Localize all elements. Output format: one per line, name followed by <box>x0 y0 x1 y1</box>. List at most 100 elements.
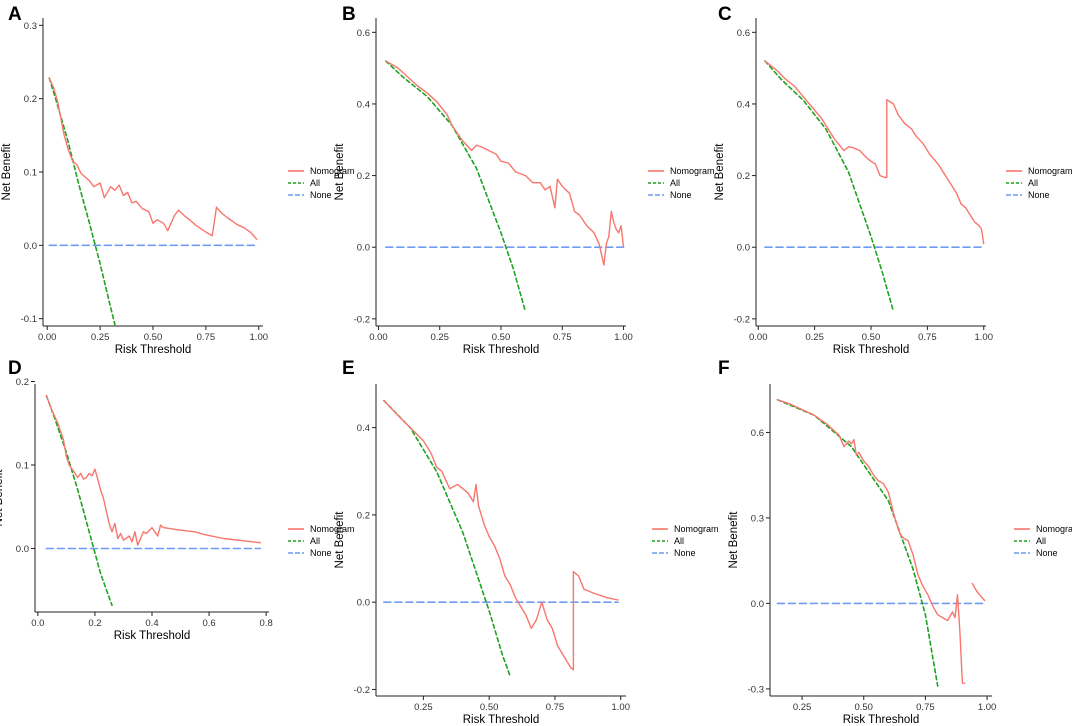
y-axis-title: Net Benefit <box>334 143 346 201</box>
x-tick-label: 0.50 <box>492 332 511 343</box>
series-all-line <box>776 398 939 687</box>
legend-label-all: All <box>670 178 680 188</box>
legend-label-none: None <box>310 548 332 558</box>
series-nomogram-line <box>45 395 262 546</box>
panel-letter-A: A <box>8 4 22 25</box>
y-tick-label: 0.6 <box>737 28 750 39</box>
x-tick-label: 1.00 <box>250 332 269 343</box>
x-axis-title: Risk Threshold <box>114 630 191 642</box>
x-tick-label: 0.75 <box>197 332 216 343</box>
x-tick-label: 0.50 <box>144 332 163 343</box>
series-all-line <box>384 60 527 313</box>
legend-label-none: None <box>674 548 696 558</box>
y-tick-label: 0.2 <box>16 377 29 388</box>
series-all-line <box>764 60 895 313</box>
x-tick-label: 0.50 <box>854 702 873 713</box>
series-nomogram-line <box>764 60 985 245</box>
y-tick-label: -0.1 <box>21 314 37 325</box>
series-nomogram-tail-line <box>971 582 986 602</box>
series-all-line <box>383 399 512 678</box>
legend-label-none: None <box>670 190 692 200</box>
y-tick-label: 0.4 <box>357 423 370 434</box>
x-tick-label: 0.25 <box>91 332 110 343</box>
series-all-line <box>48 77 116 326</box>
y-tick-label: 0.0 <box>737 243 750 254</box>
legend-label-all: All <box>1028 178 1038 188</box>
x-tick-label: 0.25 <box>793 702 812 713</box>
x-tick-label: 0.0 <box>31 618 44 629</box>
y-tick-label: 0.3 <box>751 513 764 524</box>
y-tick-label: 0.0 <box>16 544 29 555</box>
y-tick-label: 0.0 <box>357 243 370 254</box>
panel-E: E 0.25 0.50 0.75 1.00 -0.2 0.0 0.2 0.4 Risk Thres… <box>334 358 719 726</box>
legend-label-nomogram: Nomogram <box>670 166 715 176</box>
panel-D: D 0.0 0.2 0.4 0.6 0.8 0.0 0.1 0.2 Risk Threshold N… <box>0 358 355 642</box>
x-tick-label: 0.25 <box>430 332 449 343</box>
x-tick-label: 0.8 <box>260 618 273 629</box>
x-tick-label: 0.50 <box>862 332 881 343</box>
legend-label-nomogram: Nomogram <box>1036 524 1072 534</box>
legend-label-all: All <box>1036 536 1046 546</box>
y-axis-title: Net Benefit <box>0 469 5 527</box>
x-tick-label: 1.00 <box>611 702 630 713</box>
x-tick-label: 0.75 <box>546 702 565 713</box>
y-axis-title: Net Benefit <box>728 511 740 569</box>
panel-letter-F: F <box>718 358 730 379</box>
x-tick-label: 0.75 <box>918 332 937 343</box>
y-tick-label: -0.3 <box>748 684 764 695</box>
legend-label-nomogram: Nomogram <box>1028 166 1072 176</box>
x-tick-label: 1.00 <box>974 332 993 343</box>
x-tick-label: 0.6 <box>202 618 215 629</box>
y-tick-label: 0.0 <box>24 241 37 252</box>
y-tick-label: 0.1 <box>24 168 37 179</box>
panel-B: B 0.00 0.25 0.50 0.75 1.00 -0.2 0.0 0.2 0.4 0.6 Ris… <box>334 4 715 356</box>
y-tick-label: 0.2 <box>24 94 37 105</box>
y-tick-label: 0.6 <box>357 28 370 39</box>
panel-letter-C: C <box>718 4 732 25</box>
panel-A: A 0.00 0.25 0.50 0.75 1.00 -0.1 0.0 0.1 0.2 0.3 Ris… <box>1 4 355 356</box>
y-tick-label: 0.2 <box>357 510 370 521</box>
legend-label-all: All <box>310 178 320 188</box>
legend-label-none: None <box>1036 548 1058 558</box>
y-tick-label: -0.2 <box>734 314 750 325</box>
legend-label-nomogram: Nomogram <box>310 524 355 534</box>
series-all-line <box>45 394 113 607</box>
y-tick-label: 0.4 <box>357 99 370 110</box>
panel-C: C 0.00 0.25 0.50 0.75 1.00 -0.2 0.0 0.2 0.4 0.6 Ris… <box>714 4 1072 356</box>
x-tick-label: 0.4 <box>145 618 158 629</box>
legend-label-nomogram: Nomogram <box>674 524 719 534</box>
x-axis-title: Risk Threshold <box>463 714 540 726</box>
x-tick-label: 1.00 <box>978 702 997 713</box>
x-tick-label: 0.00 <box>38 332 57 343</box>
legend-label-nomogram: Nomogram <box>310 166 355 176</box>
y-tick-label: 0.2 <box>357 171 370 182</box>
y-tick-label: 0.3 <box>24 21 37 32</box>
y-tick-label: 0.2 <box>737 171 750 182</box>
series-nomogram-line <box>383 399 619 671</box>
y-tick-label: 0.0 <box>357 598 370 609</box>
y-axis-title: Net Benefit <box>714 143 726 201</box>
x-tick-label: 0.50 <box>480 702 499 713</box>
x-tick-label: 0.2 <box>88 618 101 629</box>
x-axis-title: Risk Threshold <box>833 344 910 356</box>
y-tick-label: 0.1 <box>16 461 29 472</box>
legend-label-none: None <box>1028 190 1050 200</box>
y-tick-label: 0.6 <box>751 428 764 439</box>
y-tick-label: -0.2 <box>354 685 370 696</box>
series-nomogram-line <box>385 60 625 266</box>
x-tick-label: 0.00 <box>749 332 768 343</box>
x-tick-label: 1.00 <box>614 332 633 343</box>
x-axis-title: Risk Threshold <box>115 344 192 356</box>
panel-letter-D: D <box>8 358 22 379</box>
panel-F: F 0.25 0.50 0.75 1.00 -0.3 0.0 0.3 0.6 Risk Thres… <box>718 358 1072 726</box>
y-axis-title: Net Benefit <box>334 511 346 569</box>
y-axis-title: Net Benefit <box>1 143 13 201</box>
x-tick-label: 0.25 <box>414 702 433 713</box>
x-tick-label: 0.00 <box>369 332 388 343</box>
panel-letter-B: B <box>342 4 356 25</box>
y-tick-label: -0.2 <box>354 314 370 325</box>
legend-label-none: None <box>310 190 332 200</box>
series-nomogram-line <box>48 77 258 241</box>
series-nomogram-line <box>776 399 966 684</box>
